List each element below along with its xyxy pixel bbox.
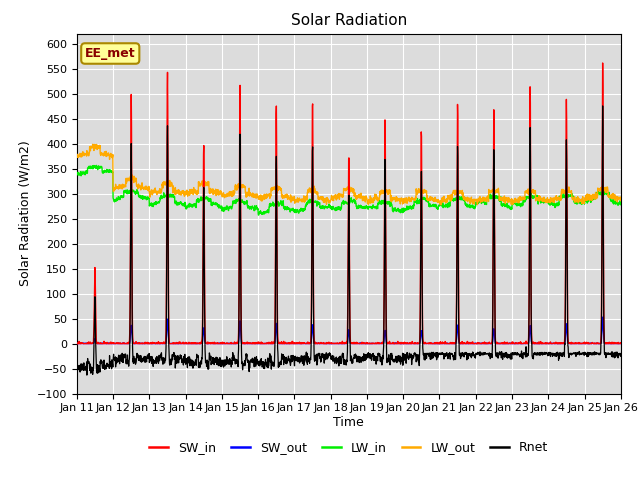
X-axis label: Time: Time [333, 416, 364, 429]
Legend: SW_in, SW_out, LW_in, LW_out, Rnet: SW_in, SW_out, LW_in, LW_out, Rnet [145, 436, 553, 459]
Text: EE_met: EE_met [85, 47, 136, 60]
Title: Solar Radiation: Solar Radiation [291, 13, 407, 28]
Y-axis label: Solar Radiation (W/m2): Solar Radiation (W/m2) [18, 141, 31, 287]
